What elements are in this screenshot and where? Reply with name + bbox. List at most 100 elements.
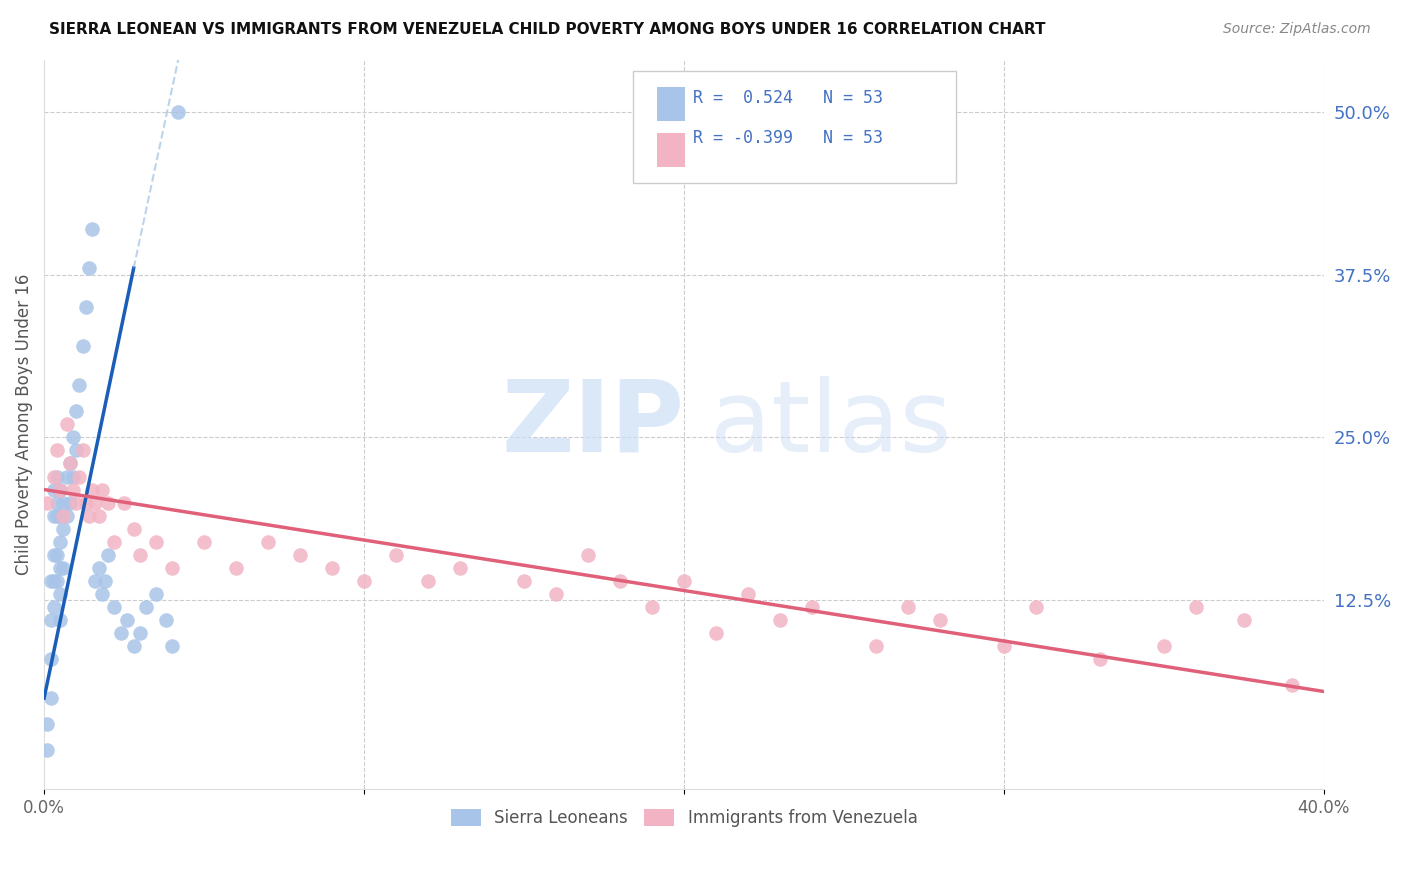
Point xyxy=(112,495,135,509)
Text: atlas: atlas xyxy=(710,376,952,473)
Point xyxy=(1185,599,1208,614)
Point xyxy=(416,574,439,588)
Point xyxy=(59,457,82,471)
Point xyxy=(49,483,72,497)
Point xyxy=(65,404,87,418)
Point xyxy=(75,495,97,509)
Point xyxy=(160,639,183,653)
Point xyxy=(1153,639,1175,653)
Point xyxy=(84,495,107,509)
Point xyxy=(353,574,375,588)
Point xyxy=(65,443,87,458)
Point xyxy=(49,560,72,574)
Point xyxy=(160,560,183,574)
Point xyxy=(75,300,97,314)
Point xyxy=(77,508,100,523)
Point xyxy=(225,560,247,574)
Point xyxy=(55,469,77,483)
Point xyxy=(49,483,72,497)
Point xyxy=(45,495,67,509)
Point xyxy=(145,534,167,549)
Text: R = -0.399   N = 53: R = -0.399 N = 53 xyxy=(693,129,883,147)
Point xyxy=(87,560,110,574)
Point xyxy=(122,639,145,653)
Point xyxy=(90,483,112,497)
Point xyxy=(49,508,72,523)
Point xyxy=(145,587,167,601)
Point xyxy=(704,625,727,640)
Point xyxy=(449,560,471,574)
Point xyxy=(82,222,104,236)
Point xyxy=(87,508,110,523)
Point xyxy=(55,508,77,523)
Point xyxy=(62,430,84,444)
Point xyxy=(155,613,177,627)
Point xyxy=(37,495,59,509)
Text: ZIP: ZIP xyxy=(501,376,683,473)
Point xyxy=(82,483,104,497)
Point xyxy=(52,508,75,523)
Point xyxy=(103,534,125,549)
Point xyxy=(769,613,792,627)
Point xyxy=(42,574,65,588)
Legend: Sierra Leoneans, Immigrants from Venezuela: Sierra Leoneans, Immigrants from Venezue… xyxy=(443,801,925,836)
Point xyxy=(129,625,152,640)
Point xyxy=(513,574,536,588)
Point xyxy=(39,574,62,588)
Point xyxy=(97,548,120,562)
Point xyxy=(67,469,90,483)
Point xyxy=(672,574,695,588)
Point xyxy=(39,691,62,706)
Point xyxy=(39,652,62,666)
Point xyxy=(1233,613,1256,627)
Point xyxy=(641,599,664,614)
Point xyxy=(39,613,62,627)
Point xyxy=(385,548,408,562)
Point xyxy=(865,639,887,653)
Point xyxy=(62,469,84,483)
Point xyxy=(65,495,87,509)
Point xyxy=(90,587,112,601)
Point xyxy=(544,587,567,601)
Point xyxy=(45,574,67,588)
Point xyxy=(1025,599,1047,614)
Point xyxy=(257,534,280,549)
Point xyxy=(1088,652,1111,666)
Point xyxy=(609,574,631,588)
Point xyxy=(737,587,759,601)
Text: R =  0.524   N = 53: R = 0.524 N = 53 xyxy=(693,89,883,107)
Point xyxy=(45,548,67,562)
Point xyxy=(55,417,77,432)
Point xyxy=(45,443,67,458)
Point xyxy=(42,599,65,614)
Point xyxy=(110,625,132,640)
Point xyxy=(45,469,67,483)
Point xyxy=(42,548,65,562)
Point xyxy=(67,378,90,392)
Point xyxy=(62,483,84,497)
Point xyxy=(52,560,75,574)
Point xyxy=(103,599,125,614)
Point xyxy=(321,560,343,574)
Point xyxy=(288,548,311,562)
Point xyxy=(929,613,952,627)
Point xyxy=(167,104,190,119)
Point xyxy=(897,599,920,614)
Point xyxy=(49,534,72,549)
Y-axis label: Child Poverty Among Boys Under 16: Child Poverty Among Boys Under 16 xyxy=(15,274,32,575)
Point xyxy=(72,339,94,353)
Point xyxy=(77,261,100,276)
Point xyxy=(84,574,107,588)
Point xyxy=(801,599,824,614)
Point xyxy=(576,548,599,562)
Point xyxy=(42,469,65,483)
Point xyxy=(45,508,67,523)
Point xyxy=(193,534,215,549)
Point xyxy=(59,495,82,509)
Point xyxy=(52,495,75,509)
Point xyxy=(1281,678,1303,692)
Point xyxy=(37,717,59,731)
Point xyxy=(122,522,145,536)
Point xyxy=(59,457,82,471)
Point xyxy=(37,743,59,757)
